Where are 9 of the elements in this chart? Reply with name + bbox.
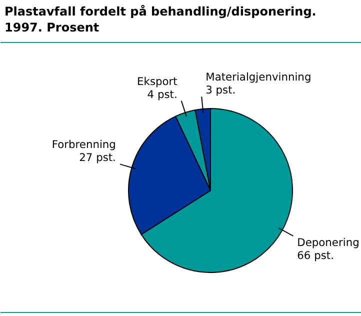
data-label: 27 pst.	[79, 151, 116, 164]
slice-label: Materialgjenvinning	[206, 70, 312, 84]
data-label: 66 pst.	[297, 248, 334, 262]
data-label: 4 pst.	[147, 88, 178, 101]
data-label: 3 pst.	[206, 84, 236, 97]
slice-label: Deponering	[297, 236, 360, 249]
slice-label: Forbrenning	[52, 138, 116, 152]
chart-title: Plastavfall fordelt på behandling/disponering. 1997. Prosent	[4, 4, 316, 34]
slice-label: Eksport	[137, 74, 178, 88]
